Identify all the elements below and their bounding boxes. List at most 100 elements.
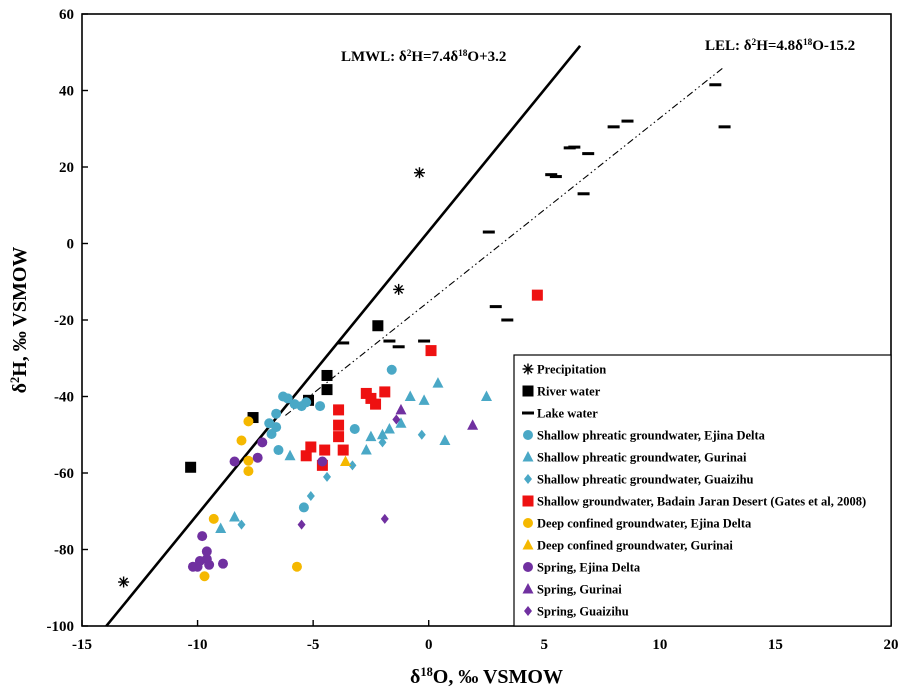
series-9 bbox=[187, 437, 328, 572]
data-point bbox=[393, 283, 405, 295]
data-point bbox=[333, 404, 345, 416]
x-tick-label: -5 bbox=[307, 637, 320, 653]
data-point bbox=[301, 397, 312, 408]
data-point bbox=[383, 423, 395, 434]
data-point bbox=[439, 434, 451, 445]
legend-marker bbox=[522, 451, 534, 462]
data-point bbox=[501, 318, 514, 322]
data-point bbox=[199, 571, 210, 582]
data-point bbox=[348, 460, 357, 471]
data-point bbox=[577, 192, 590, 196]
data-point bbox=[247, 412, 259, 424]
data-point bbox=[482, 230, 495, 234]
legend-label: Deep confined groundwater, Ejina Delta bbox=[537, 517, 752, 531]
lel-line bbox=[285, 66, 725, 416]
x-tick-label: -15 bbox=[72, 637, 92, 653]
data-point bbox=[549, 175, 562, 179]
data-point bbox=[271, 408, 282, 419]
data-point bbox=[273, 445, 284, 456]
series-10 bbox=[395, 403, 479, 430]
series-4 bbox=[215, 377, 492, 533]
y-tick-label: -60 bbox=[54, 466, 74, 482]
x-tick-label: -10 bbox=[188, 637, 208, 653]
data-point bbox=[291, 561, 302, 572]
data-point bbox=[118, 576, 130, 588]
series-6 bbox=[300, 289, 543, 471]
y-tick-label: 20 bbox=[59, 160, 74, 176]
series-3 bbox=[264, 364, 397, 513]
data-point bbox=[257, 437, 268, 448]
y-tick-label: -40 bbox=[54, 390, 74, 406]
lmwl-equation: LMWL: δ2H=7.4δ18O+3.2 bbox=[341, 49, 506, 65]
data-point bbox=[545, 173, 558, 177]
legend-marker bbox=[524, 606, 532, 616]
series-5 bbox=[237, 429, 426, 530]
y-tick-label: -80 bbox=[54, 543, 74, 559]
data-point bbox=[215, 522, 227, 533]
data-point bbox=[383, 339, 396, 343]
data-point bbox=[365, 430, 377, 442]
data-point bbox=[243, 466, 254, 477]
data-point bbox=[197, 531, 208, 542]
series-8 bbox=[340, 455, 352, 467]
lmwl-line bbox=[105, 45, 582, 627]
data-point bbox=[568, 145, 581, 149]
y-axis-title: δ2H, ‰ VSMOW bbox=[8, 247, 31, 394]
legend-label: Shallow phreatic groundwater, Gurinai bbox=[537, 451, 747, 465]
data-points bbox=[118, 83, 731, 588]
data-point bbox=[413, 167, 425, 179]
data-point bbox=[531, 289, 543, 301]
data-point bbox=[237, 519, 246, 530]
legend-label: Spring, Guaizihu bbox=[537, 605, 629, 619]
legend-marker bbox=[523, 518, 533, 528]
legend-marker bbox=[522, 411, 534, 415]
data-point bbox=[187, 561, 198, 572]
series-7 bbox=[199, 416, 302, 582]
data-point bbox=[425, 345, 437, 357]
data-point bbox=[204, 559, 215, 570]
legend-marker bbox=[522, 363, 534, 375]
data-point bbox=[386, 364, 397, 375]
data-point bbox=[321, 384, 333, 396]
x-tick-label: 0 bbox=[425, 637, 433, 653]
legend-label: Shallow phreatic groundwater, Ejina Delt… bbox=[537, 429, 766, 443]
data-point bbox=[395, 417, 407, 428]
data-point bbox=[252, 452, 263, 463]
y-tick-label: 40 bbox=[59, 84, 74, 100]
legend-box bbox=[513, 354, 892, 627]
y-tick-label: -100 bbox=[47, 619, 75, 635]
data-point bbox=[323, 471, 332, 482]
data-point bbox=[370, 398, 382, 410]
data-point bbox=[305, 441, 317, 453]
data-point bbox=[404, 390, 416, 401]
legend-marker bbox=[524, 474, 532, 484]
data-point bbox=[217, 558, 228, 569]
data-point bbox=[582, 152, 595, 156]
data-point bbox=[243, 416, 254, 427]
legend-label: River water bbox=[537, 385, 601, 399]
legend-label: Shallow groundwater, Badain Jaran Desert… bbox=[537, 495, 866, 509]
data-point bbox=[380, 513, 389, 524]
y-tick-label: 0 bbox=[67, 237, 75, 253]
legend-marker bbox=[522, 583, 534, 594]
data-point bbox=[284, 449, 296, 461]
data-point bbox=[432, 377, 444, 388]
data-point bbox=[395, 403, 407, 415]
data-point bbox=[392, 414, 401, 425]
data-point bbox=[300, 450, 312, 462]
data-point bbox=[333, 419, 345, 431]
data-point bbox=[376, 428, 388, 440]
legend-label: Spring, Ejina Delta bbox=[537, 561, 641, 575]
data-point bbox=[321, 369, 333, 381]
data-point bbox=[317, 456, 328, 467]
plot-axes: -15 -10 -5 0 5 10 15 20 -100 -80 -60 -40 -20 0 20 40 60 δ… bbox=[8, 7, 899, 688]
data-point bbox=[319, 444, 331, 456]
data-point bbox=[306, 490, 315, 501]
data-point bbox=[333, 431, 345, 443]
legend-label: Spring, Gurinai bbox=[537, 583, 622, 597]
data-point bbox=[372, 320, 384, 332]
data-point bbox=[337, 341, 350, 345]
legend-label: Precipitation bbox=[537, 363, 606, 377]
data-point bbox=[418, 394, 430, 405]
